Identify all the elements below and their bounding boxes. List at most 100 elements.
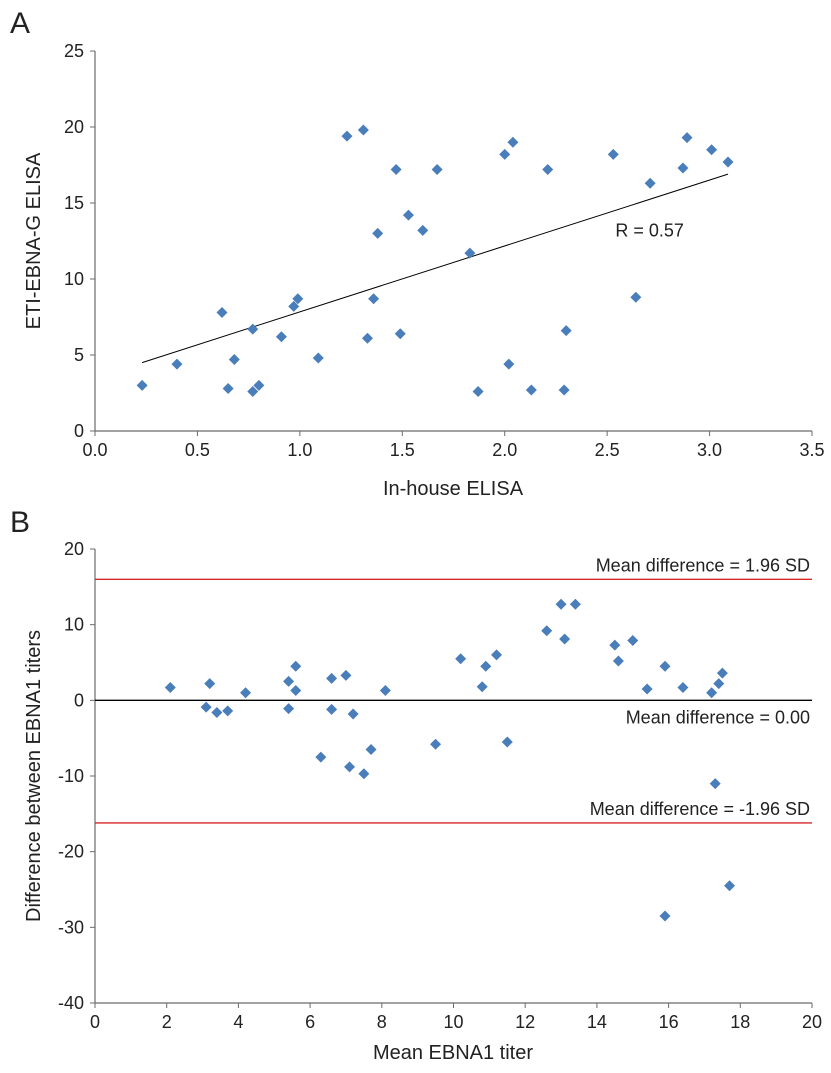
data-point	[402, 209, 414, 221]
data-point	[365, 744, 377, 756]
data-point	[706, 144, 718, 156]
y-tick-label: 20	[64, 539, 84, 559]
x-tick-label: 12	[515, 1012, 535, 1032]
x-tick-label: 14	[587, 1012, 607, 1032]
data-point	[347, 708, 359, 720]
data-point	[541, 625, 553, 637]
panel-b-x-axis-label: Mean EBNA1 titer	[373, 1042, 533, 1064]
y-tick-label: 15	[64, 193, 84, 213]
data-point	[724, 880, 736, 892]
data-point	[542, 164, 554, 176]
data-point	[283, 703, 295, 715]
data-point	[430, 738, 442, 750]
data-point	[372, 227, 384, 239]
data-point	[480, 660, 492, 672]
data-point	[499, 148, 511, 160]
data-point	[326, 672, 338, 684]
data-point	[315, 751, 327, 763]
x-tick-label: 16	[659, 1012, 679, 1032]
data-point	[247, 323, 259, 335]
data-point	[716, 667, 728, 679]
data-point	[358, 768, 370, 780]
data-point	[455, 653, 467, 665]
x-tick-label: 4	[233, 1012, 243, 1032]
data-point	[659, 910, 671, 922]
reference-line-label: Mean difference = 0.00	[626, 707, 810, 727]
x-tick-label: 1.5	[390, 440, 415, 460]
x-tick-label: 0	[90, 1012, 100, 1032]
data-point	[722, 156, 734, 168]
data-point	[326, 703, 338, 715]
x-tick-label: 3.0	[697, 440, 722, 460]
y-tick-label: 0	[74, 421, 84, 441]
y-tick-label: 25	[64, 41, 84, 61]
data-point	[240, 687, 252, 699]
data-point	[200, 701, 212, 713]
data-point	[288, 300, 300, 312]
x-tick-label: 2.0	[492, 440, 517, 460]
panel-a-ticks: 0.0 0.5 1.0 1.5 2.0 2.5 3.0 3.5 0 5 10 15 20 25	[64, 41, 825, 460]
panel-a-letter: A	[10, 7, 30, 40]
data-point	[390, 164, 402, 176]
data-point	[394, 328, 406, 340]
x-tick-label: 0.5	[185, 440, 210, 460]
data-point	[283, 675, 295, 687]
data-point	[222, 705, 234, 717]
data-point	[253, 379, 265, 391]
data-point	[491, 649, 503, 661]
data-point	[659, 660, 671, 672]
data-point	[431, 164, 443, 176]
data-point	[341, 130, 353, 142]
x-tick-label: 1.0	[287, 440, 312, 460]
data-point	[344, 761, 356, 773]
data-point	[211, 706, 223, 718]
data-point	[609, 639, 621, 651]
data-point	[630, 291, 642, 303]
x-tick-label: 8	[377, 1012, 387, 1032]
data-point	[379, 684, 391, 696]
data-point	[247, 385, 259, 397]
data-point	[171, 358, 183, 370]
panel-b-letter: B	[10, 506, 30, 539]
panel-a-y-axis-label: ETI-EBNA-G ELISA	[23, 152, 45, 329]
data-point	[559, 633, 571, 645]
data-point	[525, 384, 537, 396]
data-point	[464, 247, 476, 259]
panel-b-reference-lines: Mean difference = 1.96 SD Mean difference…	[95, 555, 812, 824]
data-point	[677, 681, 689, 693]
data-point	[501, 736, 513, 748]
panel-a-points	[136, 124, 734, 397]
data-point	[275, 331, 287, 343]
x-tick-label: 2	[162, 1012, 172, 1032]
y-tick-label: -20	[58, 842, 84, 862]
data-point	[361, 332, 373, 344]
data-point	[136, 379, 148, 391]
data-point	[558, 384, 570, 396]
data-point	[228, 354, 240, 366]
data-point	[607, 148, 619, 160]
x-tick-label: 0.0	[82, 440, 107, 460]
y-tick-label: 10	[64, 615, 84, 635]
y-tick-label: 5	[74, 345, 84, 365]
data-point	[555, 598, 567, 610]
data-point	[164, 681, 176, 693]
data-point	[507, 136, 519, 148]
data-point	[368, 293, 380, 305]
panel-a: A ETI-EBNA-G ELISA In-house ELISA 0.0 0.5…	[10, 7, 825, 500]
data-point	[560, 325, 572, 337]
data-point	[709, 778, 721, 790]
x-tick-label: 3.5	[799, 440, 824, 460]
panel-b-ticks: 0 2 4 6 8 10 12 14 16 18 20 -40 -30 -20 -10 0 10 20	[58, 539, 822, 1032]
data-point	[472, 385, 484, 397]
data-point	[641, 683, 653, 695]
data-point	[417, 224, 429, 236]
data-point	[222, 382, 234, 394]
data-point	[216, 306, 228, 318]
reference-line-label: Mean difference = 1.96 SD	[596, 555, 810, 575]
data-point	[681, 132, 693, 144]
data-point	[503, 358, 515, 370]
y-tick-label: -30	[58, 917, 84, 937]
data-point	[204, 678, 216, 690]
